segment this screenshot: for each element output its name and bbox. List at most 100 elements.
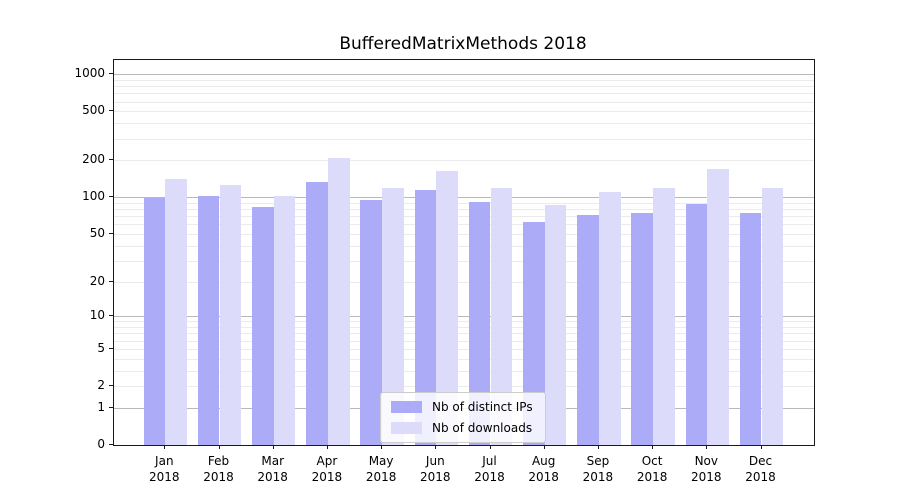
bar-distinct-ips [306, 182, 328, 445]
y-tick-mark [109, 406, 113, 408]
gridline-minor [114, 281, 814, 283]
x-tick-mark [597, 445, 599, 449]
x-tick-label: Jan 2018 [149, 454, 180, 484]
gridline-minor [114, 348, 814, 350]
y-tick-mark [109, 280, 113, 282]
gridline-minor [114, 93, 814, 95]
y-tick-label: 20 [89, 273, 105, 288]
gridline-minor [114, 123, 814, 125]
y-tick-mark [109, 347, 113, 349]
x-tick-label: Apr 2018 [311, 454, 343, 484]
bar-downloads [327, 157, 350, 445]
y-tick-label: 1 [97, 399, 105, 414]
gridline-minor [114, 233, 814, 235]
y-tick-mark [109, 73, 113, 75]
x-tick-mark [381, 445, 383, 449]
gridline-minor [114, 79, 814, 81]
y-tick-label: 1000 [74, 66, 105, 81]
x-tick-label: Aug 2018 [528, 454, 559, 484]
y-tick-mark [109, 196, 113, 198]
gridline-major [114, 197, 814, 199]
x-tick-mark [326, 445, 328, 449]
gridline-major [114, 316, 814, 318]
x-tick-mark [706, 445, 708, 449]
x-tick-label: Sep 2018 [582, 454, 614, 484]
y-tick-label: 50 [89, 225, 105, 240]
legend-row-downloads: Nb of downloads [391, 421, 533, 435]
bar-distinct-ips [739, 212, 762, 445]
x-tick-mark [435, 445, 437, 449]
bar-distinct-ips [414, 189, 437, 445]
gridline-minor [114, 216, 814, 218]
gridline-minor [114, 209, 814, 211]
bar-downloads [436, 170, 458, 445]
bar-downloads [653, 187, 675, 445]
plot-area: Nb of distinct IPs Nb of downloads [113, 59, 815, 446]
bar-distinct-ips [577, 214, 599, 445]
bar-downloads [382, 187, 404, 445]
y-tick-label: 500 [82, 103, 105, 118]
gridline-minor [114, 202, 814, 204]
x-tick-mark [272, 445, 274, 449]
gridline-minor [114, 321, 814, 323]
y-tick-label: 100 [82, 189, 105, 204]
bar-distinct-ips [523, 221, 545, 445]
bar-distinct-ips [685, 204, 708, 445]
x-tick-mark [489, 445, 491, 449]
x-tick-label: Feb 2018 [203, 454, 234, 484]
gridline-minor [114, 333, 814, 335]
gridline-minor [114, 138, 814, 140]
x-tick-label: Mar 2018 [257, 454, 288, 484]
y-tick-mark [109, 232, 113, 234]
x-tick-mark [218, 445, 220, 449]
y-tick-label: 200 [82, 152, 105, 167]
x-tick-mark [652, 445, 654, 449]
gridline-minor [114, 386, 814, 387]
bar-distinct-ips [197, 195, 220, 445]
bar-downloads [761, 188, 784, 445]
x-tick-mark [760, 445, 762, 449]
gridline-minor [114, 245, 814, 247]
gridline-minor [114, 224, 814, 226]
y-tick-mark [109, 385, 113, 386]
gridline-minor [114, 327, 814, 328]
y-tick-mark [109, 444, 113, 445]
gridline-major [114, 74, 814, 76]
gridline-minor [114, 86, 814, 87]
gridline-minor [114, 160, 814, 162]
legend-label-downloads: Nb of downloads [432, 421, 533, 435]
gridline-minor [114, 370, 814, 372]
bar-downloads [273, 196, 296, 445]
y-tick-label: 2 [97, 378, 105, 392]
x-tick-mark [543, 445, 545, 449]
gridline-minor [114, 358, 814, 360]
legend-row-distinct-ips: Nb of distinct IPs [391, 400, 533, 414]
legend: Nb of distinct IPs Nb of downloads [380, 392, 546, 443]
gridline-minor [114, 260, 814, 262]
chart-title: BufferedMatrixMethods 2018 [339, 34, 587, 54]
x-tick-label: Nov 2018 [691, 454, 722, 484]
bar-distinct-ips [252, 206, 274, 445]
x-tick-label: Dec 2018 [745, 454, 776, 484]
legend-label-distinct-ips: Nb of distinct IPs [432, 400, 533, 414]
bar-distinct-ips [360, 199, 383, 445]
bar-distinct-ips [468, 202, 491, 445]
x-tick-label: Oct 2018 [636, 454, 668, 484]
gridline-minor [114, 101, 814, 103]
y-tick-label: 5 [97, 340, 105, 355]
y-tick-mark [109, 159, 113, 161]
bar-distinct-ips [143, 198, 166, 445]
bar-downloads [490, 188, 513, 445]
gridline-minor [114, 111, 814, 113]
x-tick-label: Jun 2018 [420, 454, 451, 484]
bar-downloads [219, 185, 242, 445]
bar-downloads [544, 204, 567, 445]
x-tick-label: Jul 2018 [474, 454, 505, 484]
y-tick-mark [109, 315, 113, 317]
legend-swatch-distinct-ips [391, 401, 422, 413]
gridline-minor [114, 340, 814, 342]
y-tick-mark [109, 110, 113, 112]
y-tick-label: 0 [97, 437, 105, 451]
y-tick-label: 10 [89, 308, 105, 323]
